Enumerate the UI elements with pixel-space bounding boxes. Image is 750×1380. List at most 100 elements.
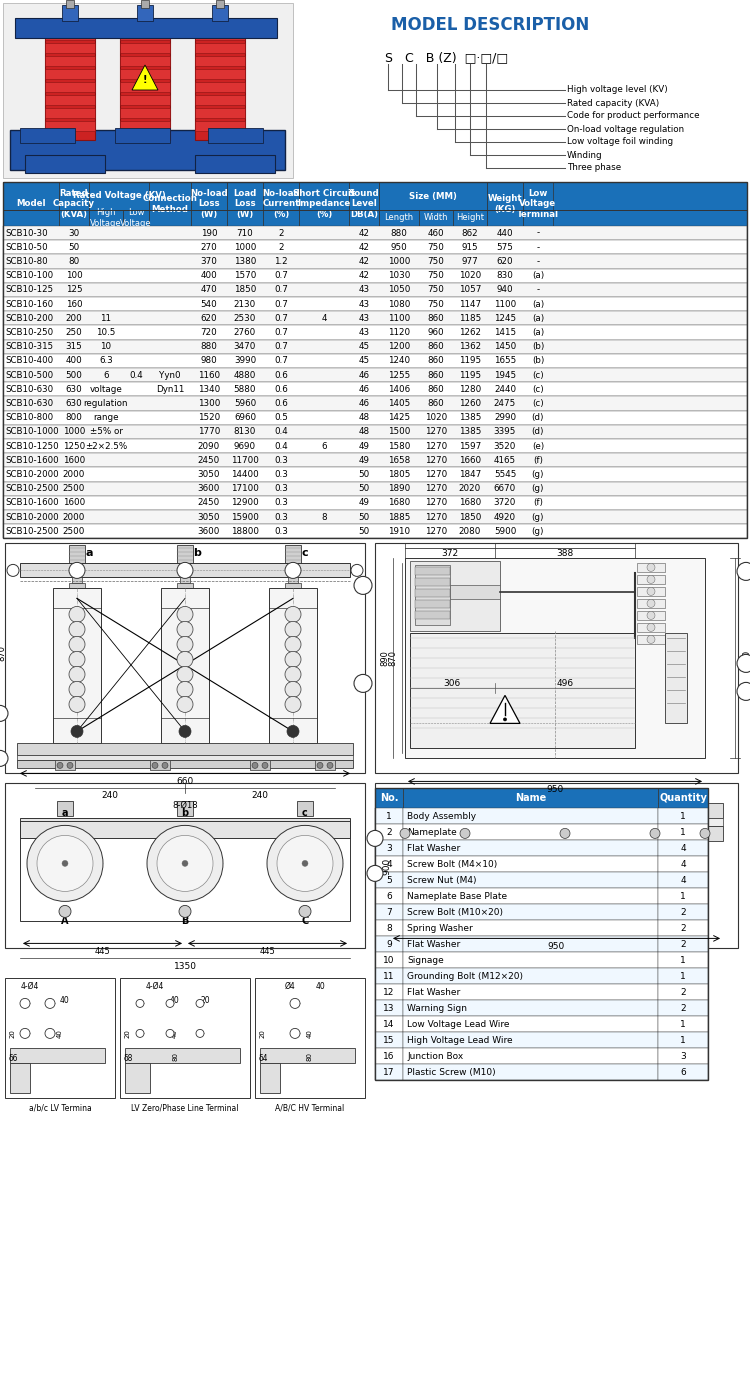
Circle shape — [560, 828, 570, 839]
Bar — [403, 857, 658, 872]
Text: 16: 16 — [383, 1052, 394, 1061]
Text: A: A — [74, 566, 80, 575]
Text: 4165: 4165 — [494, 455, 516, 465]
Text: 45: 45 — [358, 342, 370, 351]
Text: (d): (d) — [532, 413, 544, 422]
Text: 80: 80 — [307, 1052, 313, 1061]
Text: regulation: regulation — [84, 399, 128, 408]
Bar — [20, 821, 350, 922]
Text: Name: Name — [514, 793, 546, 803]
Bar — [45, 108, 95, 119]
Text: 3520: 3520 — [494, 442, 516, 451]
Circle shape — [647, 635, 655, 643]
Text: 1680: 1680 — [459, 498, 482, 508]
Bar — [3, 312, 747, 326]
Circle shape — [182, 860, 188, 867]
Text: 3600: 3600 — [198, 484, 220, 493]
Text: (g): (g) — [532, 527, 544, 535]
Text: 5545: 5545 — [494, 471, 516, 479]
Circle shape — [650, 828, 660, 839]
Circle shape — [69, 563, 85, 578]
Circle shape — [69, 606, 85, 622]
Bar — [403, 809, 658, 824]
Text: Three phase: Three phase — [567, 163, 621, 172]
Circle shape — [647, 588, 655, 595]
Bar — [115, 128, 170, 144]
Text: (c): (c) — [532, 371, 544, 380]
Circle shape — [285, 667, 301, 682]
Text: 0.3: 0.3 — [274, 527, 288, 535]
Bar — [3, 396, 747, 411]
Circle shape — [37, 835, 93, 891]
Text: 1: 1 — [680, 1036, 686, 1045]
Text: 0.3: 0.3 — [274, 455, 288, 465]
Text: 8: 8 — [386, 923, 392, 933]
Bar — [658, 1049, 708, 1064]
Text: 1362: 1362 — [459, 342, 481, 351]
Text: 9: 9 — [373, 834, 377, 843]
Text: 2: 2 — [680, 940, 686, 949]
Text: (g): (g) — [532, 484, 544, 493]
Text: 2: 2 — [278, 243, 284, 251]
Text: 2990: 2990 — [494, 413, 516, 422]
Bar — [403, 840, 658, 857]
Bar — [403, 984, 658, 1000]
Bar — [658, 969, 708, 984]
Bar — [3, 439, 747, 453]
Text: 860: 860 — [427, 371, 444, 380]
Bar — [255, 978, 365, 1098]
Text: 3600: 3600 — [198, 527, 220, 535]
Circle shape — [252, 762, 258, 769]
Text: 860: 860 — [427, 356, 444, 366]
Bar — [3, 3, 293, 178]
Text: 20: 20 — [125, 1029, 131, 1038]
Text: range: range — [93, 413, 118, 422]
Text: 0.6: 0.6 — [274, 399, 288, 408]
Text: 980: 980 — [201, 356, 217, 366]
Bar — [415, 567, 450, 575]
Text: 8: 8 — [321, 512, 327, 522]
Text: 1655: 1655 — [494, 356, 516, 366]
Text: 1270: 1270 — [424, 512, 447, 522]
Text: (g): (g) — [532, 471, 544, 479]
Bar — [419, 210, 453, 226]
Bar — [3, 411, 747, 425]
Bar — [57, 802, 73, 817]
Bar — [375, 824, 403, 840]
Text: a/b/c LV Termina: a/b/c LV Termina — [28, 1104, 92, 1112]
Bar — [69, 545, 85, 563]
Bar — [379, 182, 487, 210]
Text: 0.4: 0.4 — [274, 428, 288, 436]
Bar — [180, 577, 190, 584]
Text: 49: 49 — [358, 498, 370, 508]
Text: Low
Voltage
Terminal: Low Voltage Terminal — [517, 189, 559, 219]
Bar — [658, 952, 708, 969]
Bar — [5, 784, 365, 948]
Bar — [285, 584, 301, 588]
Bar — [120, 30, 170, 40]
Circle shape — [317, 762, 323, 769]
Text: 1: 1 — [386, 811, 392, 821]
Text: 2: 2 — [680, 923, 686, 933]
Text: SCB10-1600: SCB10-1600 — [5, 455, 58, 465]
Bar — [149, 182, 191, 226]
Bar — [450, 585, 500, 599]
Text: 1270: 1270 — [424, 484, 447, 493]
Text: 1000: 1000 — [63, 428, 86, 436]
Text: Low Voltage Lead Wire: Low Voltage Lead Wire — [407, 1020, 509, 1029]
Bar — [3, 453, 747, 468]
Bar — [3, 524, 747, 538]
Text: High Voltage Lead Wire: High Voltage Lead Wire — [407, 1036, 513, 1045]
Text: 1385: 1385 — [459, 413, 482, 422]
Circle shape — [302, 860, 308, 867]
Bar — [403, 1049, 658, 1064]
Bar — [637, 611, 665, 621]
Text: δ4: δ4 — [258, 1054, 268, 1063]
Bar — [177, 545, 193, 563]
Circle shape — [367, 831, 383, 846]
Text: 12: 12 — [383, 988, 394, 996]
Text: 1580: 1580 — [388, 442, 410, 451]
Bar — [3, 182, 747, 226]
Text: 48: 48 — [358, 428, 370, 436]
Text: 11700: 11700 — [231, 455, 259, 465]
